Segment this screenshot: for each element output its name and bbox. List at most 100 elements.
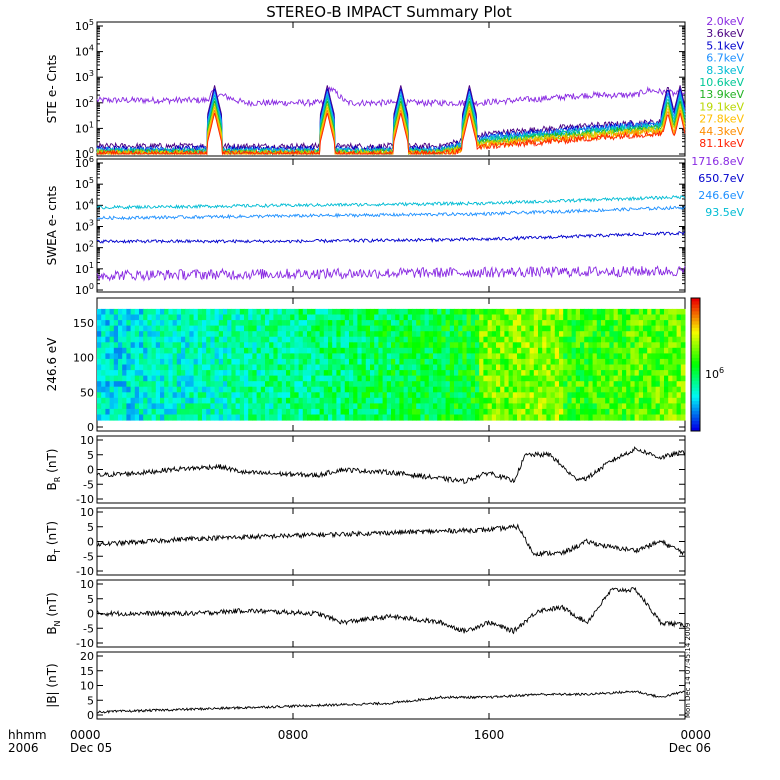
pad-cell bbox=[634, 370, 640, 377]
pad-cell bbox=[538, 414, 543, 421]
pad-cell bbox=[231, 414, 237, 421]
pad-cell bbox=[533, 392, 539, 399]
pad-cell bbox=[340, 358, 346, 365]
pad-cell bbox=[454, 364, 459, 371]
pad-cell bbox=[118, 408, 123, 415]
pad-cell bbox=[395, 325, 400, 332]
y-tick-label: 0 bbox=[87, 421, 94, 434]
pad-cell bbox=[265, 325, 270, 332]
pad-cell bbox=[559, 364, 564, 371]
pad-cell bbox=[97, 325, 102, 332]
pad-cell bbox=[218, 331, 224, 338]
pad-cell bbox=[533, 381, 539, 388]
pad-cell bbox=[193, 325, 199, 332]
pad-cell bbox=[496, 308, 501, 315]
pad-cell bbox=[193, 308, 199, 315]
pad-cell bbox=[97, 397, 102, 404]
pad-cell bbox=[122, 308, 127, 315]
legend-entry: 2.0keV bbox=[706, 15, 744, 28]
pad-cell bbox=[613, 347, 619, 354]
pad-cell bbox=[202, 325, 207, 332]
pad-cell bbox=[218, 347, 224, 354]
pad-cell bbox=[193, 370, 199, 377]
pad-cell bbox=[449, 408, 455, 415]
pad-cell bbox=[580, 408, 585, 415]
pad-cell bbox=[508, 353, 514, 360]
pad-cell bbox=[622, 403, 627, 410]
pad-cell bbox=[533, 320, 539, 327]
pad-cell bbox=[118, 336, 123, 343]
pad-cell bbox=[643, 408, 648, 415]
y-tick-label: 101 bbox=[75, 120, 94, 135]
pad-cell bbox=[664, 353, 669, 360]
colorbar-cell bbox=[691, 417, 700, 422]
pad-cell bbox=[588, 375, 594, 382]
pad-cell bbox=[281, 397, 287, 404]
pad-cell bbox=[197, 381, 203, 388]
pad-cell bbox=[651, 403, 657, 410]
pad-cell bbox=[176, 397, 182, 404]
pad-cell bbox=[630, 331, 636, 338]
pad-cell bbox=[357, 375, 363, 382]
pad-cell bbox=[454, 342, 459, 349]
pad-cell bbox=[647, 342, 652, 349]
pad-cell bbox=[386, 370, 392, 377]
pad-cell bbox=[470, 331, 476, 338]
pad-cell bbox=[386, 386, 392, 393]
pad-cell bbox=[231, 320, 237, 327]
pad-cell bbox=[290, 370, 295, 377]
pad-cell bbox=[105, 386, 111, 393]
pad-cell bbox=[554, 336, 560, 343]
pad-cell bbox=[454, 331, 459, 338]
pad-cell bbox=[403, 325, 409, 332]
pad-cell bbox=[248, 403, 253, 410]
pad-cell bbox=[550, 370, 556, 377]
pad-cell bbox=[563, 408, 568, 415]
pad-cell bbox=[307, 320, 312, 327]
pad-cell bbox=[290, 308, 295, 315]
pad-cell bbox=[206, 331, 211, 338]
pad-cell bbox=[235, 314, 241, 321]
pad-cell bbox=[260, 308, 266, 315]
pad-cell bbox=[260, 397, 266, 404]
pad-cell bbox=[353, 408, 358, 415]
pad-cell bbox=[290, 408, 295, 415]
pad-cell bbox=[403, 370, 409, 377]
pad-cell bbox=[391, 308, 396, 315]
pad-cell bbox=[374, 381, 379, 388]
pad-cell bbox=[260, 320, 266, 327]
pad-cell bbox=[265, 386, 270, 393]
pad-cell bbox=[147, 392, 153, 399]
pad-cell bbox=[134, 320, 140, 327]
pad-cell bbox=[407, 370, 413, 377]
pad-cell bbox=[445, 353, 451, 360]
pad-cell bbox=[479, 414, 484, 421]
pad-cell bbox=[168, 392, 174, 399]
pad-cell bbox=[126, 375, 132, 382]
pad-cell bbox=[340, 331, 346, 338]
pad-cell bbox=[118, 320, 123, 327]
pad-cell bbox=[575, 414, 581, 421]
pad-cell bbox=[294, 308, 300, 315]
pad-cell bbox=[546, 392, 552, 399]
pad-cell bbox=[622, 375, 627, 382]
pad-cell bbox=[328, 358, 333, 365]
pad-cell bbox=[252, 392, 258, 399]
pad-cell bbox=[273, 347, 279, 354]
pad-cell bbox=[462, 386, 468, 393]
pad-cell bbox=[206, 314, 211, 321]
pad-cell bbox=[361, 325, 367, 332]
pad-cell bbox=[105, 370, 111, 377]
pad-cell bbox=[441, 370, 447, 377]
pad-cell bbox=[470, 392, 476, 399]
pad-cell bbox=[239, 320, 245, 327]
pad-cell bbox=[613, 342, 619, 349]
pad-cell bbox=[189, 353, 195, 360]
pad-cell bbox=[546, 320, 552, 327]
pad-cell bbox=[504, 358, 510, 365]
pad-cell bbox=[525, 392, 531, 399]
pad-cell bbox=[391, 370, 396, 377]
pad-cell bbox=[676, 325, 682, 332]
pad-cell bbox=[340, 320, 346, 327]
pad-cell bbox=[302, 364, 308, 371]
